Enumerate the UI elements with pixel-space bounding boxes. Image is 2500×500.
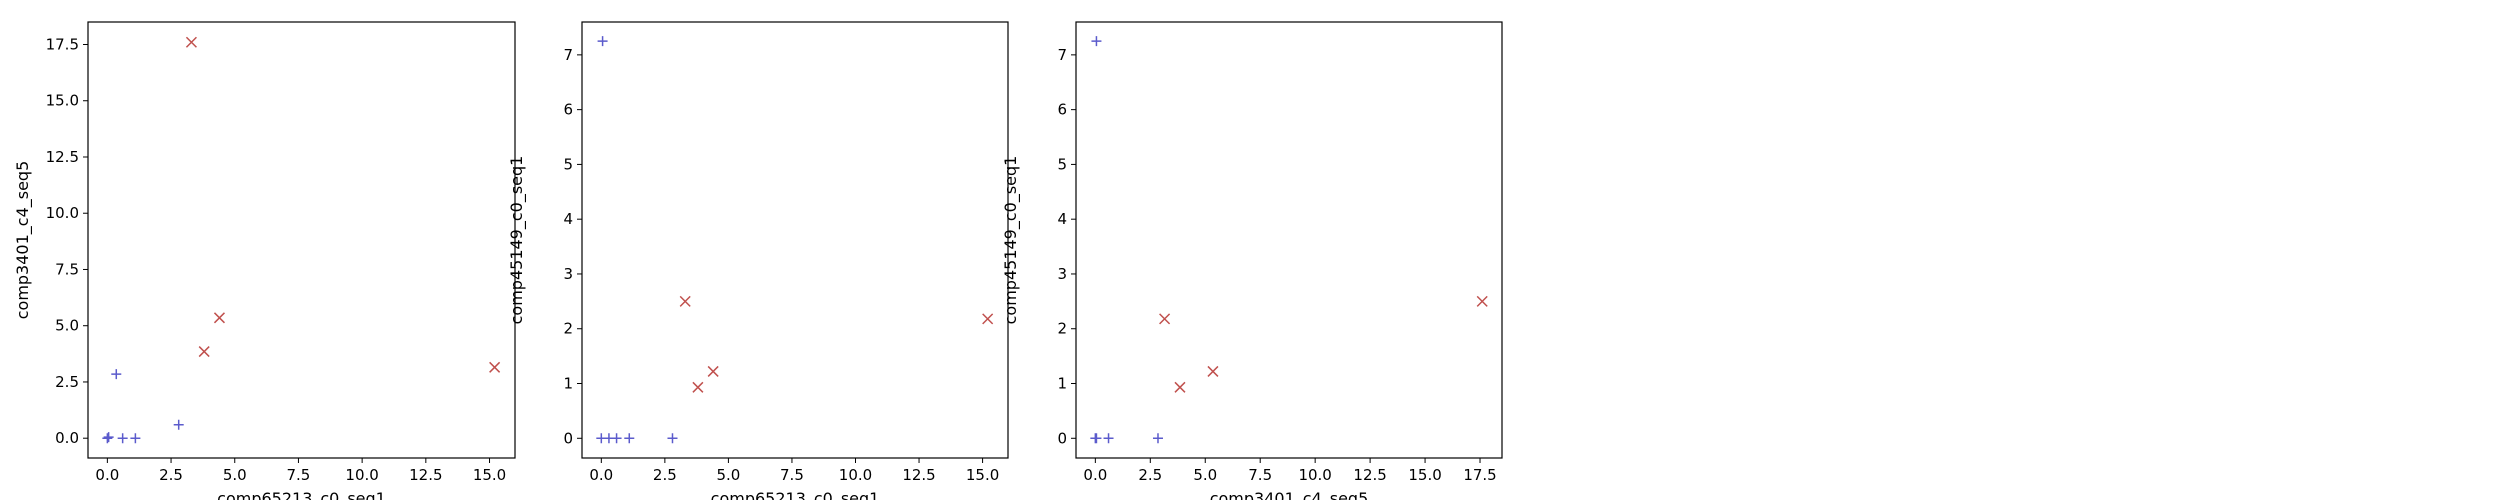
chart-panel-2: 0.0 2.5 5.0 7.5 10.0 12.5 15.0 0 1 2 3 4 5 6 7 comp6521… — [507, 21, 1009, 500]
x-marker — [1159, 313, 1171, 325]
x-tick-label: 15.0 — [473, 466, 506, 484]
x-tick-label: 2.5 — [159, 466, 183, 484]
y-tick-label: 10.0 — [46, 204, 79, 222]
plus-marker — [103, 432, 114, 443]
x-tick-label: 7.5 — [1248, 466, 1272, 484]
y-tick-label: 0.0 — [55, 429, 79, 447]
x-tick-label: 10.0 — [1298, 466, 1331, 484]
plus-marker — [597, 36, 608, 47]
y-tick-label: 0 — [1057, 429, 1067, 447]
y-tick-label: 1 — [1057, 375, 1067, 393]
chart-panel-3: 0.0 2.5 5.0 7.5 10.0 12.5 15.0 17.5 0 1 2 3 4 5 6 7 comp… — [1001, 21, 1503, 500]
y-tick-label: 6 — [1057, 101, 1067, 119]
x-tick-label: 5.0 — [1193, 466, 1217, 484]
x-axis-label: comp65213_c0_seq1 — [711, 489, 880, 500]
plot-frame — [1075, 21, 1503, 459]
plus-marker — [611, 433, 622, 444]
x-tick-label: 0.0 — [589, 466, 613, 484]
x-tick-label: 10.0 — [839, 466, 872, 484]
y-tick-label: 0 — [563, 429, 573, 447]
x-marker — [679, 295, 691, 307]
y-tick-label: 1 — [563, 375, 573, 393]
plus-marker — [111, 369, 122, 380]
y-tick-label: 5 — [563, 155, 573, 173]
y-tick-label: 7.5 — [55, 260, 79, 278]
plus-marker — [102, 433, 113, 444]
x-tick-label: 17.5 — [1463, 466, 1496, 484]
x-tick-label: 12.5 — [409, 466, 442, 484]
y-tick-label: 4 — [1057, 210, 1067, 228]
y-tick-label: 2 — [563, 320, 573, 338]
y-tick-label: 2.5 — [55, 373, 79, 391]
x-tick-label: 5.0 — [716, 466, 740, 484]
x-tick-label: 7.5 — [287, 466, 311, 484]
y-tick-label: 17.5 — [46, 35, 79, 53]
x-axis-label: comp65213_c0_seq1 — [217, 489, 386, 500]
x-marker — [707, 365, 719, 377]
x-marker — [982, 313, 994, 325]
x-tick-label: 15.0 — [1408, 466, 1441, 484]
x-axis-label: comp3401_c4_seq5 — [1210, 489, 1369, 500]
x-tick-label: 12.5 — [902, 466, 935, 484]
x-marker — [185, 36, 197, 48]
y-tick-label: 5 — [1057, 155, 1067, 173]
y-tick-label: 4 — [563, 210, 573, 228]
y-tick-label: 3 — [563, 265, 573, 283]
x-tick-label: 0.0 — [1083, 466, 1107, 484]
x-tick-label: 2.5 — [1138, 466, 1162, 484]
x-marker — [489, 361, 501, 373]
chart-panel-1: 0.0 2.5 5.0 7.5 10.0 12.5 15.0 0.0 2.5 5.0 7.5 10.0… — [13, 21, 516, 500]
x-tick-label: 2.5 — [653, 466, 677, 484]
y-axis-label: comp45149_c0_seq1 — [507, 156, 527, 325]
y-tick-label: 7 — [1057, 46, 1067, 64]
plus-marker — [173, 419, 184, 430]
y-tick-label: 12.5 — [46, 148, 79, 166]
plot-frame — [581, 21, 1009, 459]
y-axis-label: comp3401_c4_seq5 — [13, 161, 33, 320]
x-tick-label: 10.0 — [345, 466, 378, 484]
y-tick-label: 6 — [563, 101, 573, 119]
x-marker — [692, 381, 704, 393]
x-marker — [198, 346, 210, 358]
y-tick-label: 3 — [1057, 265, 1067, 283]
y-tick-label: 5.0 — [55, 317, 79, 335]
x-tick-label: 5.0 — [223, 466, 247, 484]
x-tick-label: 7.5 — [780, 466, 804, 484]
x-marker — [1207, 365, 1219, 377]
plus-marker — [624, 433, 635, 444]
x-marker — [1476, 295, 1488, 307]
x-marker — [1174, 381, 1186, 393]
plot-frame — [87, 21, 516, 459]
y-tick-label: 15.0 — [46, 92, 79, 110]
y-tick-label: 2 — [1057, 320, 1067, 338]
x-tick-label: 15.0 — [966, 466, 999, 484]
plus-marker — [1152, 433, 1163, 444]
plus-marker — [1103, 433, 1114, 444]
y-tick-label: 7 — [563, 46, 573, 64]
plus-marker — [1091, 36, 1102, 47]
plus-marker — [667, 433, 678, 444]
plus-marker — [1091, 433, 1102, 444]
plus-marker — [117, 433, 128, 444]
y-axis-label: comp45149_c0_seq1 — [1001, 156, 1021, 325]
x-marker — [213, 312, 225, 324]
x-tick-label: 12.5 — [1353, 466, 1386, 484]
x-tick-label: 0.0 — [95, 466, 119, 484]
plus-marker — [130, 433, 141, 444]
